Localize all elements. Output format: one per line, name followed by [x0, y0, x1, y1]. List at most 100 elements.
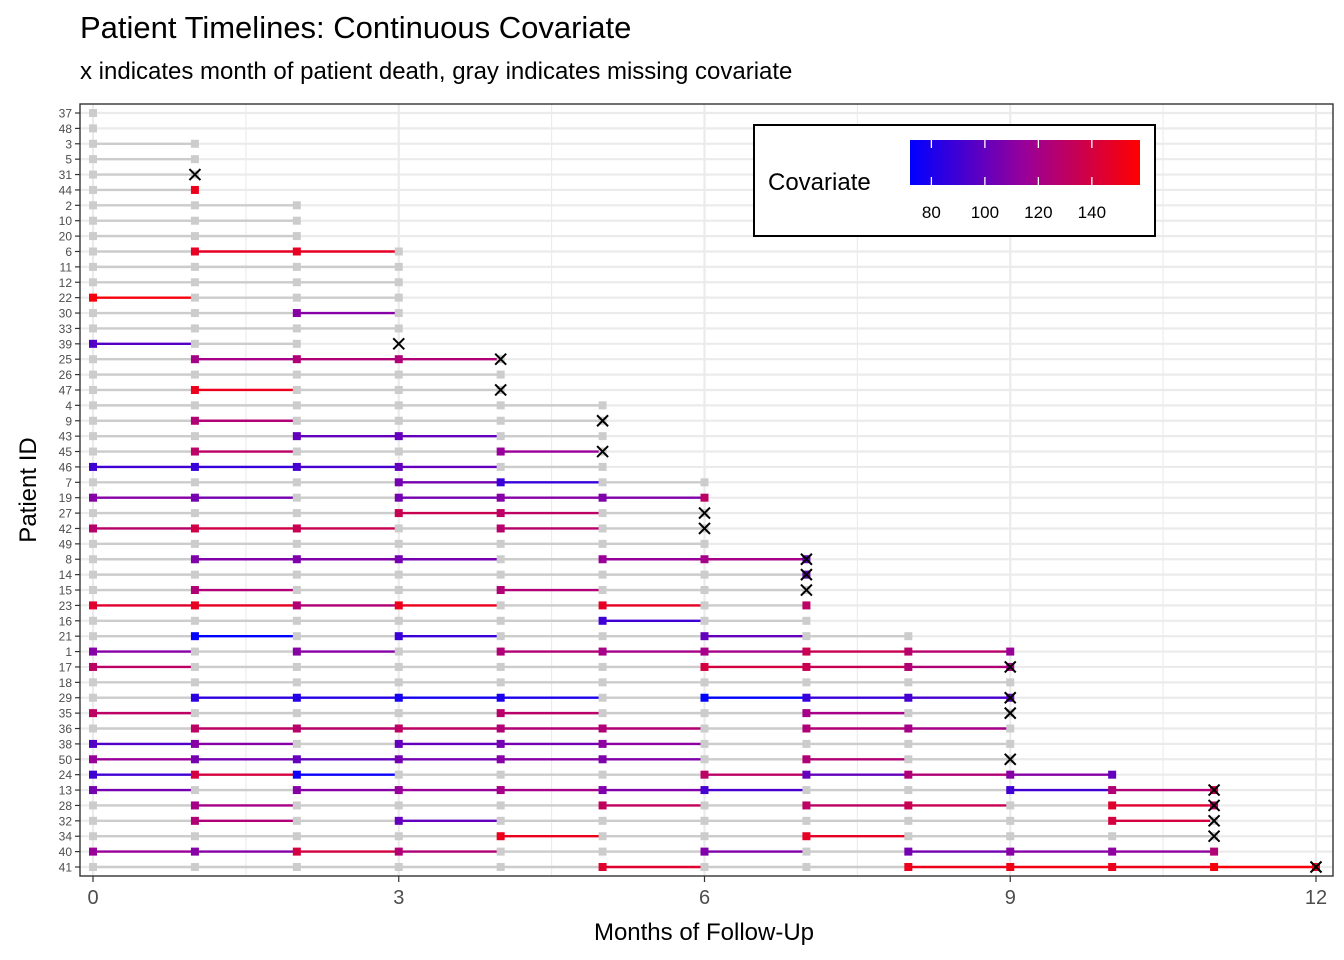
patient-row: [89, 124, 97, 133]
visit-marker: [292, 662, 301, 671]
visit-marker: [292, 232, 301, 241]
visit-marker: [1108, 816, 1117, 825]
visit-marker: [1006, 770, 1015, 779]
visit-marker: [292, 401, 301, 410]
visit-marker: [496, 416, 505, 425]
visit-marker: [89, 185, 97, 194]
patient-row: [89, 493, 709, 502]
death-marker: [1004, 706, 1017, 720]
visit-marker: [700, 662, 709, 671]
visit-marker: [190, 801, 199, 810]
visit-marker: [89, 232, 97, 241]
death-marker: [698, 506, 711, 520]
y-tick-label: 42: [59, 522, 73, 536]
visit-marker: [496, 509, 505, 518]
visit-marker: [394, 816, 403, 825]
visit-marker: [89, 401, 97, 410]
visit-marker: [89, 370, 97, 379]
visit-marker: [394, 509, 403, 518]
y-tick-label: 17: [59, 660, 73, 674]
y-tick-label: 47: [59, 383, 73, 397]
patient-row: [89, 278, 403, 287]
patient-row: [89, 232, 301, 241]
visit-marker: [190, 647, 199, 656]
visit-marker: [394, 601, 403, 610]
visit-marker: [802, 786, 811, 795]
y-axis-title: Patient ID: [15, 437, 42, 542]
death-marker: [1207, 814, 1221, 828]
visit-marker: [394, 262, 403, 271]
visit-marker: [190, 262, 199, 271]
death-marker: [800, 553, 813, 566]
y-tick-label: 26: [59, 368, 73, 382]
visit-marker: [292, 801, 301, 810]
visit-marker: [394, 632, 403, 641]
y-tick-label: 14: [59, 568, 73, 582]
visit-marker: [394, 847, 403, 856]
visit-marker: [496, 832, 505, 841]
death-marker: [800, 568, 813, 581]
patient-row: [89, 168, 202, 181]
y-tick-label: 28: [59, 799, 73, 813]
visit-marker: [496, 632, 505, 641]
visit-marker: [598, 693, 607, 702]
visit-marker: [904, 832, 913, 841]
visit-marker: [802, 770, 811, 779]
visit-marker: [292, 339, 301, 348]
visit-marker: [394, 324, 403, 333]
patient-row: [89, 247, 403, 256]
visit-marker: [1108, 847, 1117, 856]
visit-marker: [89, 447, 97, 456]
legend-ticks: 80 100 120 140: [922, 140, 1106, 222]
visit-marker: [190, 232, 199, 241]
visit-marker: [190, 247, 199, 256]
legend: Covariate 80 100 120 140: [753, 124, 1156, 237]
visit-marker: [904, 847, 913, 856]
visit-marker: [598, 524, 607, 533]
y-tick-label: 22: [59, 291, 73, 305]
patient-row: [89, 847, 1219, 856]
y-tick-label: 46: [59, 460, 73, 474]
visit-marker: [496, 816, 505, 825]
patient-row: [89, 647, 1015, 656]
chart-title: Patient Timelines: Continuous Covariate: [80, 10, 632, 45]
visit-marker: [1108, 801, 1117, 810]
visit-marker: [292, 524, 301, 533]
patient-row: [89, 860, 1323, 874]
patient-row: [89, 337, 405, 351]
visit-marker: [394, 416, 403, 425]
patient-row: [89, 139, 199, 148]
visit-marker: [89, 724, 97, 733]
visit-marker: [89, 247, 97, 256]
visit-marker: [89, 124, 97, 133]
visit-marker: [904, 816, 913, 825]
visit-marker: [292, 586, 301, 595]
visit-marker: [1108, 863, 1117, 871]
x-tick-label: 6: [699, 887, 710, 909]
visit-marker: [598, 616, 607, 625]
visit-marker: [700, 816, 709, 825]
visit-marker: [496, 770, 505, 779]
visit-marker: [89, 863, 97, 871]
visit-marker: [904, 724, 913, 733]
visit-marker: [598, 724, 607, 733]
plot-panel-border: [79, 103, 1334, 877]
y-tick-label: 1: [65, 645, 72, 659]
visit-marker: [292, 385, 301, 394]
visit-marker: [598, 632, 607, 641]
y-tick-label: 41: [59, 861, 73, 875]
visit-marker: [292, 262, 301, 271]
visit-marker: [904, 678, 913, 687]
visit-marker: [598, 801, 607, 810]
visit-marker: [904, 755, 913, 764]
visit-marker: [292, 632, 301, 641]
visit-marker: [1006, 816, 1015, 825]
y-tick-label: 8: [65, 553, 72, 567]
visit-marker: [190, 201, 199, 210]
visit-marker: [292, 416, 301, 425]
visit-marker: [89, 139, 97, 148]
visit-marker: [802, 632, 811, 641]
visit-marker: [394, 493, 403, 502]
patient-row: [89, 506, 711, 520]
visit-marker: [394, 709, 403, 718]
